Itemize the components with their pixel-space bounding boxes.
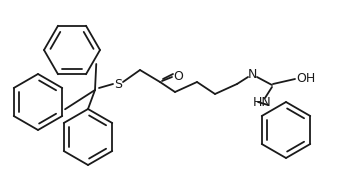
Text: N: N	[247, 69, 257, 81]
Text: O: O	[173, 70, 183, 83]
Text: S: S	[114, 78, 122, 90]
Text: HN: HN	[253, 95, 271, 108]
Text: OH: OH	[296, 73, 315, 85]
